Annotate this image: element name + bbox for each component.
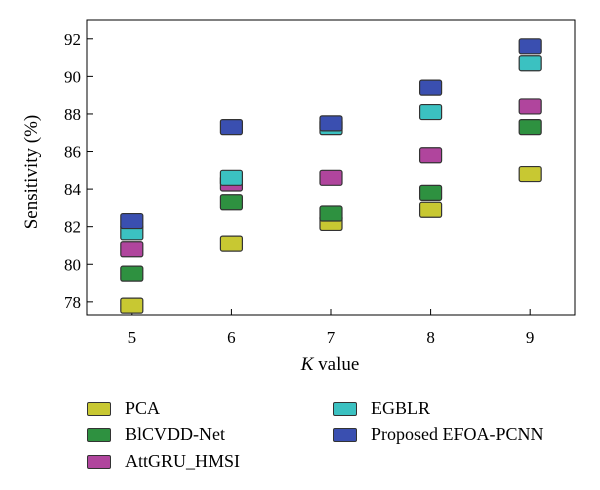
x-tick-label: 5 — [128, 328, 137, 347]
marker-attgru-hmsi — [319, 169, 343, 186]
legend-item-proposed-efoa-pcnn: Proposed EFOA-PCNN — [333, 424, 544, 445]
y-tick-label: 78 — [64, 293, 81, 312]
marker-blcvdd-net — [319, 205, 343, 222]
y-tick-label: 90 — [64, 67, 81, 86]
marker-proposed-efoa-pcnn — [120, 212, 144, 230]
legend-label-blcvdd-net: BlCVDD-Net — [125, 424, 225, 444]
legend-item-pca: PCA — [87, 398, 160, 419]
marker-blcvdd-net — [120, 265, 144, 282]
plot-frame — [86, 19, 576, 316]
legend-swatch-egblr — [333, 401, 357, 416]
y-tick-label: 88 — [64, 105, 81, 124]
legend-swatch-proposed-efoa-pcnn — [333, 427, 357, 442]
y-axis-title: Sensitivity (%) — [21, 115, 42, 230]
marker-pca — [120, 297, 144, 314]
legend-swatch-attgru-hmsi — [87, 454, 111, 469]
marker-proposed-efoa-pcnn — [518, 38, 542, 55]
marker-attgru-hmsi — [120, 241, 144, 258]
marker-egblr — [418, 103, 443, 121]
legend-label-attgru-hmsi: AttGRU_HMSI — [125, 451, 241, 471]
y-tick-label: 80 — [64, 255, 81, 274]
legend-label-proposed-efoa-pcnn: Proposed EFOA-PCNN — [371, 424, 544, 444]
marker-proposed-efoa-pcnn — [418, 79, 443, 96]
marker-blcvdd-net — [219, 194, 244, 211]
x-tick-label: 8 — [426, 328, 435, 347]
legend-swatch-pca — [87, 401, 111, 416]
legend-item-egblr: EGBLR — [333, 398, 430, 419]
marker-proposed-efoa-pcnn — [319, 115, 343, 132]
legend-swatch-blcvdd-net — [87, 427, 111, 442]
marker-proposed-efoa-pcnn — [219, 119, 244, 136]
x-axis-title: K value — [300, 354, 360, 375]
marker-pca — [518, 165, 542, 183]
legend: PCA BlCVDD-Net AttGRU_HMSI EGBLR Propose… — [0, 390, 600, 480]
marker-egblr — [219, 169, 244, 186]
x-tick-label: 7 — [327, 328, 336, 347]
x-axis-title-rest: value — [313, 354, 359, 375]
marker-egblr — [518, 55, 542, 72]
y-tick-label: 86 — [64, 143, 81, 162]
marker-pca — [418, 201, 443, 218]
x-tick-label: 9 — [526, 328, 535, 347]
marker-attgru-hmsi — [518, 98, 542, 115]
marker-pca — [219, 235, 244, 252]
legend-label-pca: PCA — [125, 398, 161, 418]
marker-blcvdd-net — [418, 184, 443, 201]
y-tick-label: 84 — [64, 180, 82, 199]
marker-attgru-hmsi — [418, 147, 443, 164]
x-axis-title-k: K — [300, 354, 315, 375]
y-tick-label: 92 — [64, 30, 81, 49]
legend-label-egblr: EGBLR — [371, 398, 431, 418]
legend-item-attgru-hmsi: AttGRU_HMSI — [87, 451, 240, 472]
legend-item-blcvdd-net: BlCVDD-Net — [87, 424, 225, 445]
y-tick-label: 82 — [64, 218, 81, 237]
marker-blcvdd-net — [518, 119, 542, 136]
x-tick-label: 6 — [227, 328, 236, 347]
